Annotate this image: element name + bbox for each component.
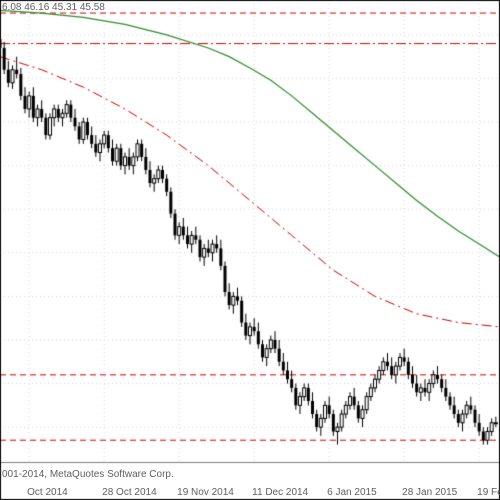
ohlc-label: 6.08 46.16 45.31 45.58 [2, 2, 105, 13]
x-axis-tick-label: 28 Jan 2015 [402, 487, 457, 498]
candlestick-chart [0, 0, 500, 500]
x-axis-tick-label: Oct 2014 [27, 487, 68, 498]
chart-container: 6.08 46.16 45.31 45.58 001-2014, MetaQuo… [0, 0, 500, 500]
x-axis-tick-label: 19 Feb 2015 [477, 487, 500, 498]
copyright-label: 001-2014, MetaQuotes Software Corp. [2, 469, 174, 480]
x-axis-tick-label: 6 Jan 2015 [327, 487, 377, 498]
x-axis-tick-label: 28 Oct 2014 [102, 487, 156, 498]
x-axis-tick-label: 19 Nov 2014 [177, 487, 234, 498]
x-axis-tick-label: 11 Dec 2014 [252, 487, 308, 498]
